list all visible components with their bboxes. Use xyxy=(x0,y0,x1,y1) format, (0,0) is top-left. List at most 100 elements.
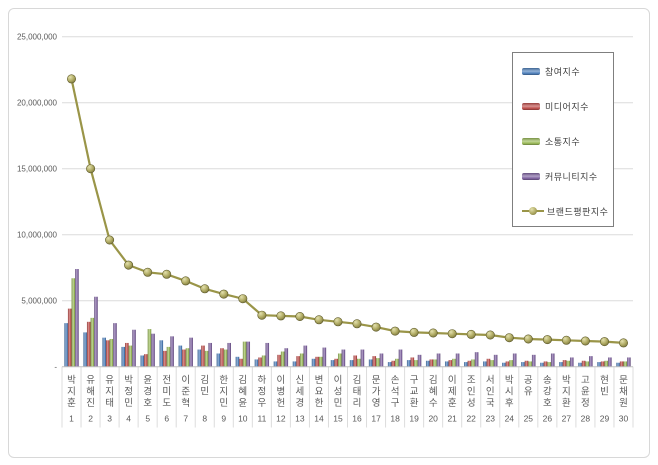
bar-커뮤니티지수 xyxy=(75,269,79,367)
bar-커뮤니티지수 xyxy=(550,353,555,367)
bar-참여지수 xyxy=(311,358,316,367)
y-tick-label: - xyxy=(54,363,57,372)
line-marker xyxy=(371,322,381,332)
bar-커뮤니티지수 xyxy=(265,342,270,367)
category-name-char: 송 xyxy=(543,375,552,386)
category-name-char: 시 xyxy=(505,387,514,398)
category-name-char: 원 xyxy=(619,398,628,409)
line-marker xyxy=(219,289,229,299)
category-name-char: 공 xyxy=(524,375,533,386)
bar-커뮤니티지수 xyxy=(227,342,231,367)
bar-소통지수 xyxy=(223,349,228,367)
bar-참여지수 xyxy=(559,362,563,367)
category-label-29: 현빈 29 xyxy=(600,375,610,424)
category-label-19: 구교환 19 xyxy=(409,375,419,424)
category-label-21: 이제훈 21 xyxy=(447,375,457,424)
line-marker xyxy=(485,330,495,340)
bar-커뮤니티지수 xyxy=(455,353,460,367)
category-name-char: 윤 xyxy=(238,398,247,409)
bar-참여지수 xyxy=(102,337,106,367)
bar-소통지수 xyxy=(299,353,304,367)
bar-참여지수 xyxy=(273,361,278,367)
bar-커뮤니티지수 xyxy=(94,296,98,367)
category-rank: 12 xyxy=(276,414,286,424)
category-name-char: 김 xyxy=(429,374,438,386)
bar-커뮤니티지수 xyxy=(589,356,593,367)
bar-커뮤니티지수 xyxy=(379,353,384,367)
category-name-char: 김 xyxy=(238,374,247,386)
category-name-char: 유 xyxy=(105,375,114,386)
bar-참여지수 xyxy=(83,332,87,367)
bar-미디어지수 xyxy=(410,357,415,367)
bar-미디어지수 xyxy=(600,361,605,367)
line-marker xyxy=(200,284,210,294)
bar-소통지수 xyxy=(566,360,570,367)
category-name-char: 태 xyxy=(105,398,114,409)
bar-커뮤니티지수 xyxy=(531,354,536,367)
category-label-3: 유지태 3 xyxy=(105,375,114,424)
bar-참여지수 xyxy=(159,340,164,367)
legend-swatch-미디어지수 xyxy=(522,102,540,110)
chart-legend: 참여지수 미디어지수 소통지수 커뮤니티지수 브랜드평판지수 xyxy=(512,52,614,227)
bar-series-참여지수 xyxy=(64,323,620,367)
bar-series-소통지수 xyxy=(71,278,628,367)
bar-미디어지수 xyxy=(505,361,510,367)
category-name-char: 한 xyxy=(315,398,324,409)
bar-series-커뮤니티지수 xyxy=(75,269,631,367)
category-name-char: 혁 xyxy=(181,398,190,409)
bar-커뮤니티지수 xyxy=(151,333,155,367)
line-marker xyxy=(314,315,324,325)
bar-참여지수 xyxy=(444,361,449,367)
category-name-char: 호 xyxy=(543,398,552,409)
line-marker xyxy=(580,336,590,346)
bar-커뮤니티지수 xyxy=(208,342,212,367)
category-rank: 18 xyxy=(390,414,400,424)
category-label-17: 문가영 17 xyxy=(371,375,381,424)
category-name-char: 혜 xyxy=(238,386,247,398)
category-name-char: 빈 xyxy=(600,387,609,398)
bar-참여지수 xyxy=(197,349,202,367)
bar-참여지수 xyxy=(216,353,221,367)
category-name-char: 세 xyxy=(296,387,305,398)
bar-참여지수 xyxy=(330,360,335,367)
category-rank: 13 xyxy=(295,414,305,424)
bar-소통지수 xyxy=(623,361,628,367)
category-name-char: 인 xyxy=(486,387,495,398)
category-name-char: 유 xyxy=(524,387,533,398)
line-marker xyxy=(561,335,571,345)
category-rank: 19 xyxy=(409,414,419,424)
category-name-char: 정 xyxy=(581,398,590,409)
category-label-7: 이준혁 7 xyxy=(181,375,190,424)
category-name-char: 지 xyxy=(219,387,228,398)
bar-커뮤니티지수 xyxy=(512,353,517,367)
legend-line-swatch-브랜드평판지수 xyxy=(522,207,544,216)
legend-label-참여지수: 참여지수 xyxy=(545,66,581,77)
category-name-char: 해 xyxy=(86,386,95,398)
legend-swatch-소통지수 xyxy=(522,137,540,145)
bar-커뮤니티지수 xyxy=(569,357,574,367)
category-name-char: 지 xyxy=(562,387,571,398)
category-label-5: 윤경호 5 xyxy=(143,375,152,424)
bar-참여지수 xyxy=(502,362,506,367)
bar-소통지수 xyxy=(242,341,247,367)
category-separators xyxy=(61,366,634,428)
bar-미디어지수 xyxy=(353,355,358,367)
category-label-10: 김혜윤 10 xyxy=(238,374,248,424)
line-marker xyxy=(618,338,628,348)
bar-소통지수 xyxy=(318,356,323,367)
category-label-20: 김혜수 20 xyxy=(428,374,438,424)
category-label-24: 박시후 24 xyxy=(505,375,515,424)
line-marker xyxy=(181,276,191,286)
category-rank: 17 xyxy=(371,414,381,424)
category-name-char: 민 xyxy=(124,398,133,409)
bar-참여지수 xyxy=(235,356,240,367)
category-label-14: 변요한 14 xyxy=(314,375,324,424)
line-marker xyxy=(295,311,305,321)
category-name-char: 신 xyxy=(296,375,305,386)
bar-소통지수 xyxy=(471,359,475,367)
category-name-char: 교 xyxy=(410,387,419,398)
legend-item-참여지수: 참여지수 xyxy=(522,65,580,77)
bar-미디어지수 xyxy=(182,349,186,367)
category-name-char: 환 xyxy=(410,397,419,409)
legend-item-커뮤니티지수: 커뮤니티지수 xyxy=(522,170,598,182)
